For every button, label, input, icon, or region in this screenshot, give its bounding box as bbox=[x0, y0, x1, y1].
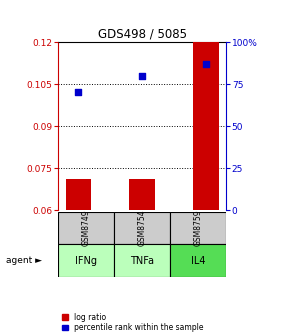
Text: TNFa: TNFa bbox=[130, 256, 154, 266]
Text: IFNg: IFNg bbox=[75, 256, 97, 266]
Bar bbox=[170, 212, 226, 245]
Bar bbox=[193, 42, 219, 210]
Bar bbox=[114, 245, 170, 277]
Bar bbox=[129, 179, 155, 210]
Bar bbox=[170, 245, 226, 277]
Text: agent ►: agent ► bbox=[6, 256, 42, 265]
Text: GSM8754: GSM8754 bbox=[137, 210, 147, 246]
Text: GSM8749: GSM8749 bbox=[81, 210, 90, 246]
Bar bbox=[114, 212, 170, 245]
Text: IL4: IL4 bbox=[191, 256, 205, 266]
Point bbox=[76, 90, 81, 95]
Text: GSM8759: GSM8759 bbox=[194, 210, 203, 246]
Bar bbox=[58, 212, 114, 245]
Legend: log ratio, percentile rank within the sample: log ratio, percentile rank within the sa… bbox=[62, 313, 204, 332]
Bar bbox=[58, 245, 114, 277]
Point bbox=[140, 73, 144, 78]
Point bbox=[204, 61, 208, 67]
Title: GDS498 / 5085: GDS498 / 5085 bbox=[98, 28, 186, 41]
Bar bbox=[66, 179, 91, 210]
